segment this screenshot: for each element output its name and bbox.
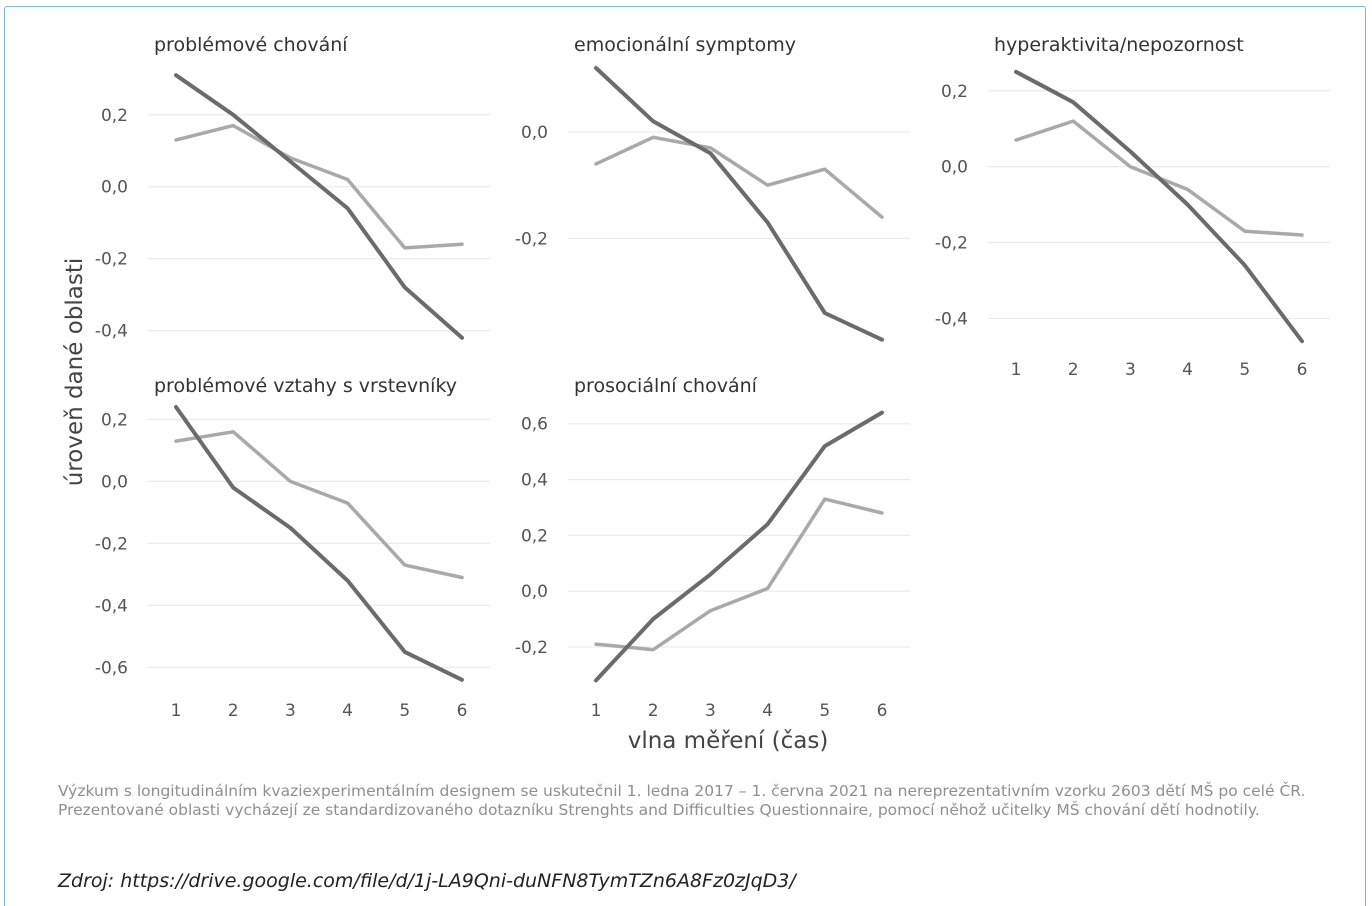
x-tick-label: 3 <box>285 701 296 721</box>
x-tick-label: 1 <box>1011 360 1022 380</box>
x-tick-label: 1 <box>171 701 182 721</box>
y-tick-label: -0,2 <box>935 234 968 254</box>
x-tick-label: 1 <box>591 701 602 721</box>
x-tick-label: 2 <box>228 701 239 721</box>
y-tick-label: -0,2 <box>95 250 128 270</box>
series-line-dark <box>174 73 464 340</box>
series-line-dark <box>594 410 884 683</box>
x-tick-label: 4 <box>762 701 773 721</box>
x-tick-label: 5 <box>1239 360 1250 380</box>
chart-canvas: problémové chování 0,2 0,0 -0,2 -0,4 emocioná… <box>62 34 1330 754</box>
y-tick-label: 0,0 <box>941 158 968 178</box>
y-tick-label: -0,2 <box>95 534 128 554</box>
x-tick-label: 4 <box>1182 360 1193 380</box>
x-tick-label: 3 <box>705 701 716 721</box>
y-tick-label: 0,2 <box>521 526 548 546</box>
source-link[interactable]: Zdroj: https://drive.google.com/file/d/1… <box>58 870 796 892</box>
panel-title: problémové chování <box>154 34 348 56</box>
y-tick-label: -0,4 <box>935 309 968 329</box>
y-tick-label: 0,0 <box>521 123 548 143</box>
series-line-light <box>594 135 884 219</box>
y-tick-label: 0,0 <box>101 472 128 492</box>
x-axis-title: vlna měření (čas) <box>628 728 829 754</box>
series-line-light <box>174 123 464 250</box>
panel-title: hyperaktivita/nepozornost <box>994 34 1244 56</box>
y-tick-label: 0,0 <box>521 582 548 602</box>
y-tick-label: -0,2 <box>515 638 548 658</box>
x-tick-label: 6 <box>1297 360 1308 380</box>
x-tick-label: 2 <box>648 701 659 721</box>
figure-caption: Výzkum s longitudinálním kvaziexperiment… <box>58 782 1306 819</box>
y-tick-label: -0,6 <box>95 658 128 678</box>
figure-frame <box>4 6 1366 906</box>
y-tick-label: 0,4 <box>521 471 548 491</box>
series-line-dark <box>174 405 464 682</box>
panel-title: problémové vztahy s vrstevníky <box>154 375 457 397</box>
y-tick-label: -0,4 <box>95 322 128 342</box>
x-tick-label: 6 <box>457 701 468 721</box>
y-tick-label: -0,2 <box>515 229 548 249</box>
series-line-light <box>594 497 884 652</box>
series-line-dark <box>594 66 884 342</box>
y-tick-label: -0,4 <box>95 596 128 616</box>
series-line-light <box>174 430 464 580</box>
x-tick-label: 2 <box>1068 360 1079 380</box>
panel-title: emocionální symptomy <box>574 34 796 56</box>
x-tick-label: 6 <box>877 701 888 721</box>
y-axis-title: úroveň dané oblasti <box>62 258 88 487</box>
y-tick-label: 0,6 <box>521 415 548 435</box>
series-line-dark <box>1014 69 1304 344</box>
y-tick-label: 0,0 <box>101 178 128 198</box>
x-tick-label: 4 <box>342 701 353 721</box>
x-tick-label: 3 <box>1125 360 1136 380</box>
x-tick-label: 5 <box>399 701 410 721</box>
y-tick-label: 0,2 <box>101 410 128 430</box>
x-tick-label: 5 <box>819 701 830 721</box>
panel-title: prosociální chování <box>574 375 758 397</box>
y-tick-label: 0,2 <box>941 82 968 102</box>
y-tick-label: 0,2 <box>101 106 128 126</box>
